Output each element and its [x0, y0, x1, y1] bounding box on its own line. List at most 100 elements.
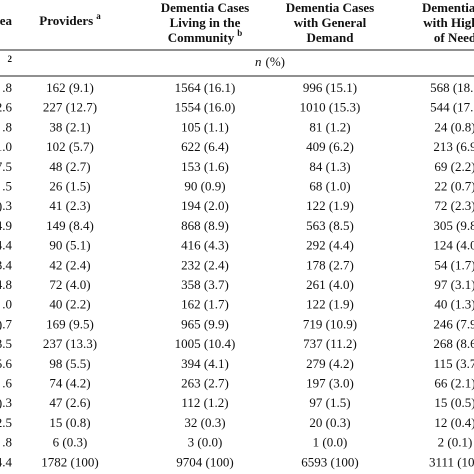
cell: 122 (1.9) — [306, 297, 354, 312]
cell: 232 (2.4) — [181, 257, 229, 272]
cell: 162 (1.7) — [181, 297, 229, 312]
cell: 2 (0.1) — [438, 435, 473, 450]
row-area: .0 — [2, 297, 12, 312]
unit-label: n (%) — [255, 54, 285, 69]
row-area: 4.4 — [0, 238, 13, 253]
cell: 38 (2.1) — [49, 119, 90, 134]
cell: 6593 (100) — [301, 454, 358, 469]
cell: 81 (1.2) — [309, 119, 350, 134]
cell: 6 (0.3) — [53, 435, 88, 450]
cell: 124 (4.0 — [433, 238, 474, 253]
column-header: Community b — [168, 28, 242, 45]
cell: 1782 (100) — [41, 454, 98, 469]
row-area: .8 — [2, 80, 12, 95]
cell: 122 (1.9) — [306, 198, 354, 213]
row-area: 3.4 — [0, 257, 13, 272]
row-area: 4.8 — [0, 277, 12, 292]
row-area: 7.5 — [0, 159, 12, 174]
column-header: Dementia Cases — [161, 0, 249, 15]
cell: 263 (2.7) — [181, 375, 229, 390]
superscript: a — [96, 11, 101, 21]
cell: 358 (3.7) — [181, 277, 229, 292]
cell: 227 (12.7) — [43, 100, 97, 115]
row-area: 4.9 — [0, 218, 12, 233]
cell: 97 (3.1) — [434, 277, 474, 292]
cell: 996 (15.1) — [303, 80, 357, 95]
cell: 84 (1.3) — [309, 159, 350, 174]
cell: 1554 (16.0) — [175, 100, 236, 115]
cell: 416 (4.3) — [181, 238, 229, 253]
cell: 40 (1.3) — [434, 297, 474, 312]
cell: 1010 (15.3) — [300, 100, 361, 115]
cell: 213 (6.9 — [433, 139, 474, 154]
cell: 3111 (100 — [429, 454, 474, 469]
cell: 1 (0.0) — [313, 435, 348, 450]
cell: 169 (9.5) — [46, 316, 94, 331]
column-header: Living in the — [170, 15, 241, 30]
cell: 3 (0.0) — [188, 435, 223, 450]
cell: 90 (0.9) — [184, 178, 225, 193]
row-area: 2.6 — [0, 100, 13, 115]
row-area: ).3 — [0, 395, 12, 410]
cell: 97 (1.5) — [309, 395, 350, 410]
cell: 622 (6.4) — [181, 139, 229, 154]
cell: 90 (5.1) — [49, 238, 90, 253]
cell: 74 (4.2) — [49, 375, 90, 390]
column-header: Dementia Cases — [286, 0, 374, 15]
row-area: 2.5 — [0, 415, 12, 430]
cell: 394 (4.1) — [181, 356, 229, 371]
cell: 279 (4.2) — [306, 356, 354, 371]
cell: 868 (8.9) — [181, 218, 229, 233]
cell: 194 (2.0) — [181, 198, 229, 213]
column-header: of Need — [434, 30, 474, 45]
cell: 563 (8.5) — [306, 218, 354, 233]
row-area: ).7 — [0, 316, 12, 331]
cell: 15 (0.8) — [49, 415, 90, 430]
cell: 22 (0.7) — [434, 178, 474, 193]
row-area: 4.4 — [0, 454, 13, 469]
cell: 268 (8.6 — [433, 336, 474, 351]
unit-rest: (%) — [266, 54, 286, 69]
cell: 15 (0.5) — [434, 395, 474, 410]
column-header: Providers a — [39, 11, 101, 28]
cell: 162 (9.1) — [46, 80, 94, 95]
cell: 178 (2.7) — [306, 257, 354, 272]
cell: 544 (17.5 — [430, 100, 474, 115]
cell: 69 (2.2) — [434, 159, 474, 174]
cell: 32 (0.3) — [184, 415, 225, 430]
cell: 9704 (100) — [176, 454, 233, 469]
cell: 153 (1.6) — [181, 159, 229, 174]
cell: 47 (2.6) — [49, 395, 90, 410]
cell: 965 (9.9) — [181, 316, 229, 331]
unit-label: 2 — [8, 54, 13, 64]
cell: 246 (7.9 — [433, 316, 474, 331]
cell: 20 (0.3) — [309, 415, 350, 430]
cell: 1564 (16.1) — [175, 80, 236, 95]
cell: 66 (2.1) — [434, 375, 474, 390]
cell: 68 (1.0) — [309, 178, 350, 193]
cell: 105 (1.1) — [181, 119, 229, 134]
cell: 72 (2.3) — [434, 198, 474, 213]
cell: 292 (4.4) — [306, 238, 354, 253]
cell: 409 (6.2) — [306, 139, 354, 154]
cell: 115 (3.7 — [434, 356, 474, 371]
column-header: with General — [294, 15, 367, 30]
row-area: ).3 — [0, 198, 12, 213]
cell: 112 (1.2) — [181, 395, 228, 410]
cell: 197 (3.0) — [306, 375, 354, 390]
cell: 24 (0.8) — [434, 119, 474, 134]
cell: 568 (18.3 — [430, 80, 474, 95]
cell: 98 (5.5) — [49, 356, 90, 371]
column-header: ea — [0, 13, 12, 28]
cell: 149 (8.4) — [46, 218, 94, 233]
cell: 42 (2.4) — [49, 257, 90, 272]
cell: 1005 (10.4) — [175, 336, 236, 351]
row-area: 1.0 — [0, 139, 12, 154]
cell: 737 (11.2) — [303, 336, 357, 351]
cell: 261 (4.0) — [306, 277, 354, 292]
row-area: .6 — [2, 375, 12, 390]
cell: 40 (2.2) — [49, 297, 90, 312]
cell: 719 (10.9) — [303, 316, 357, 331]
column-header: with High I — [423, 15, 474, 30]
